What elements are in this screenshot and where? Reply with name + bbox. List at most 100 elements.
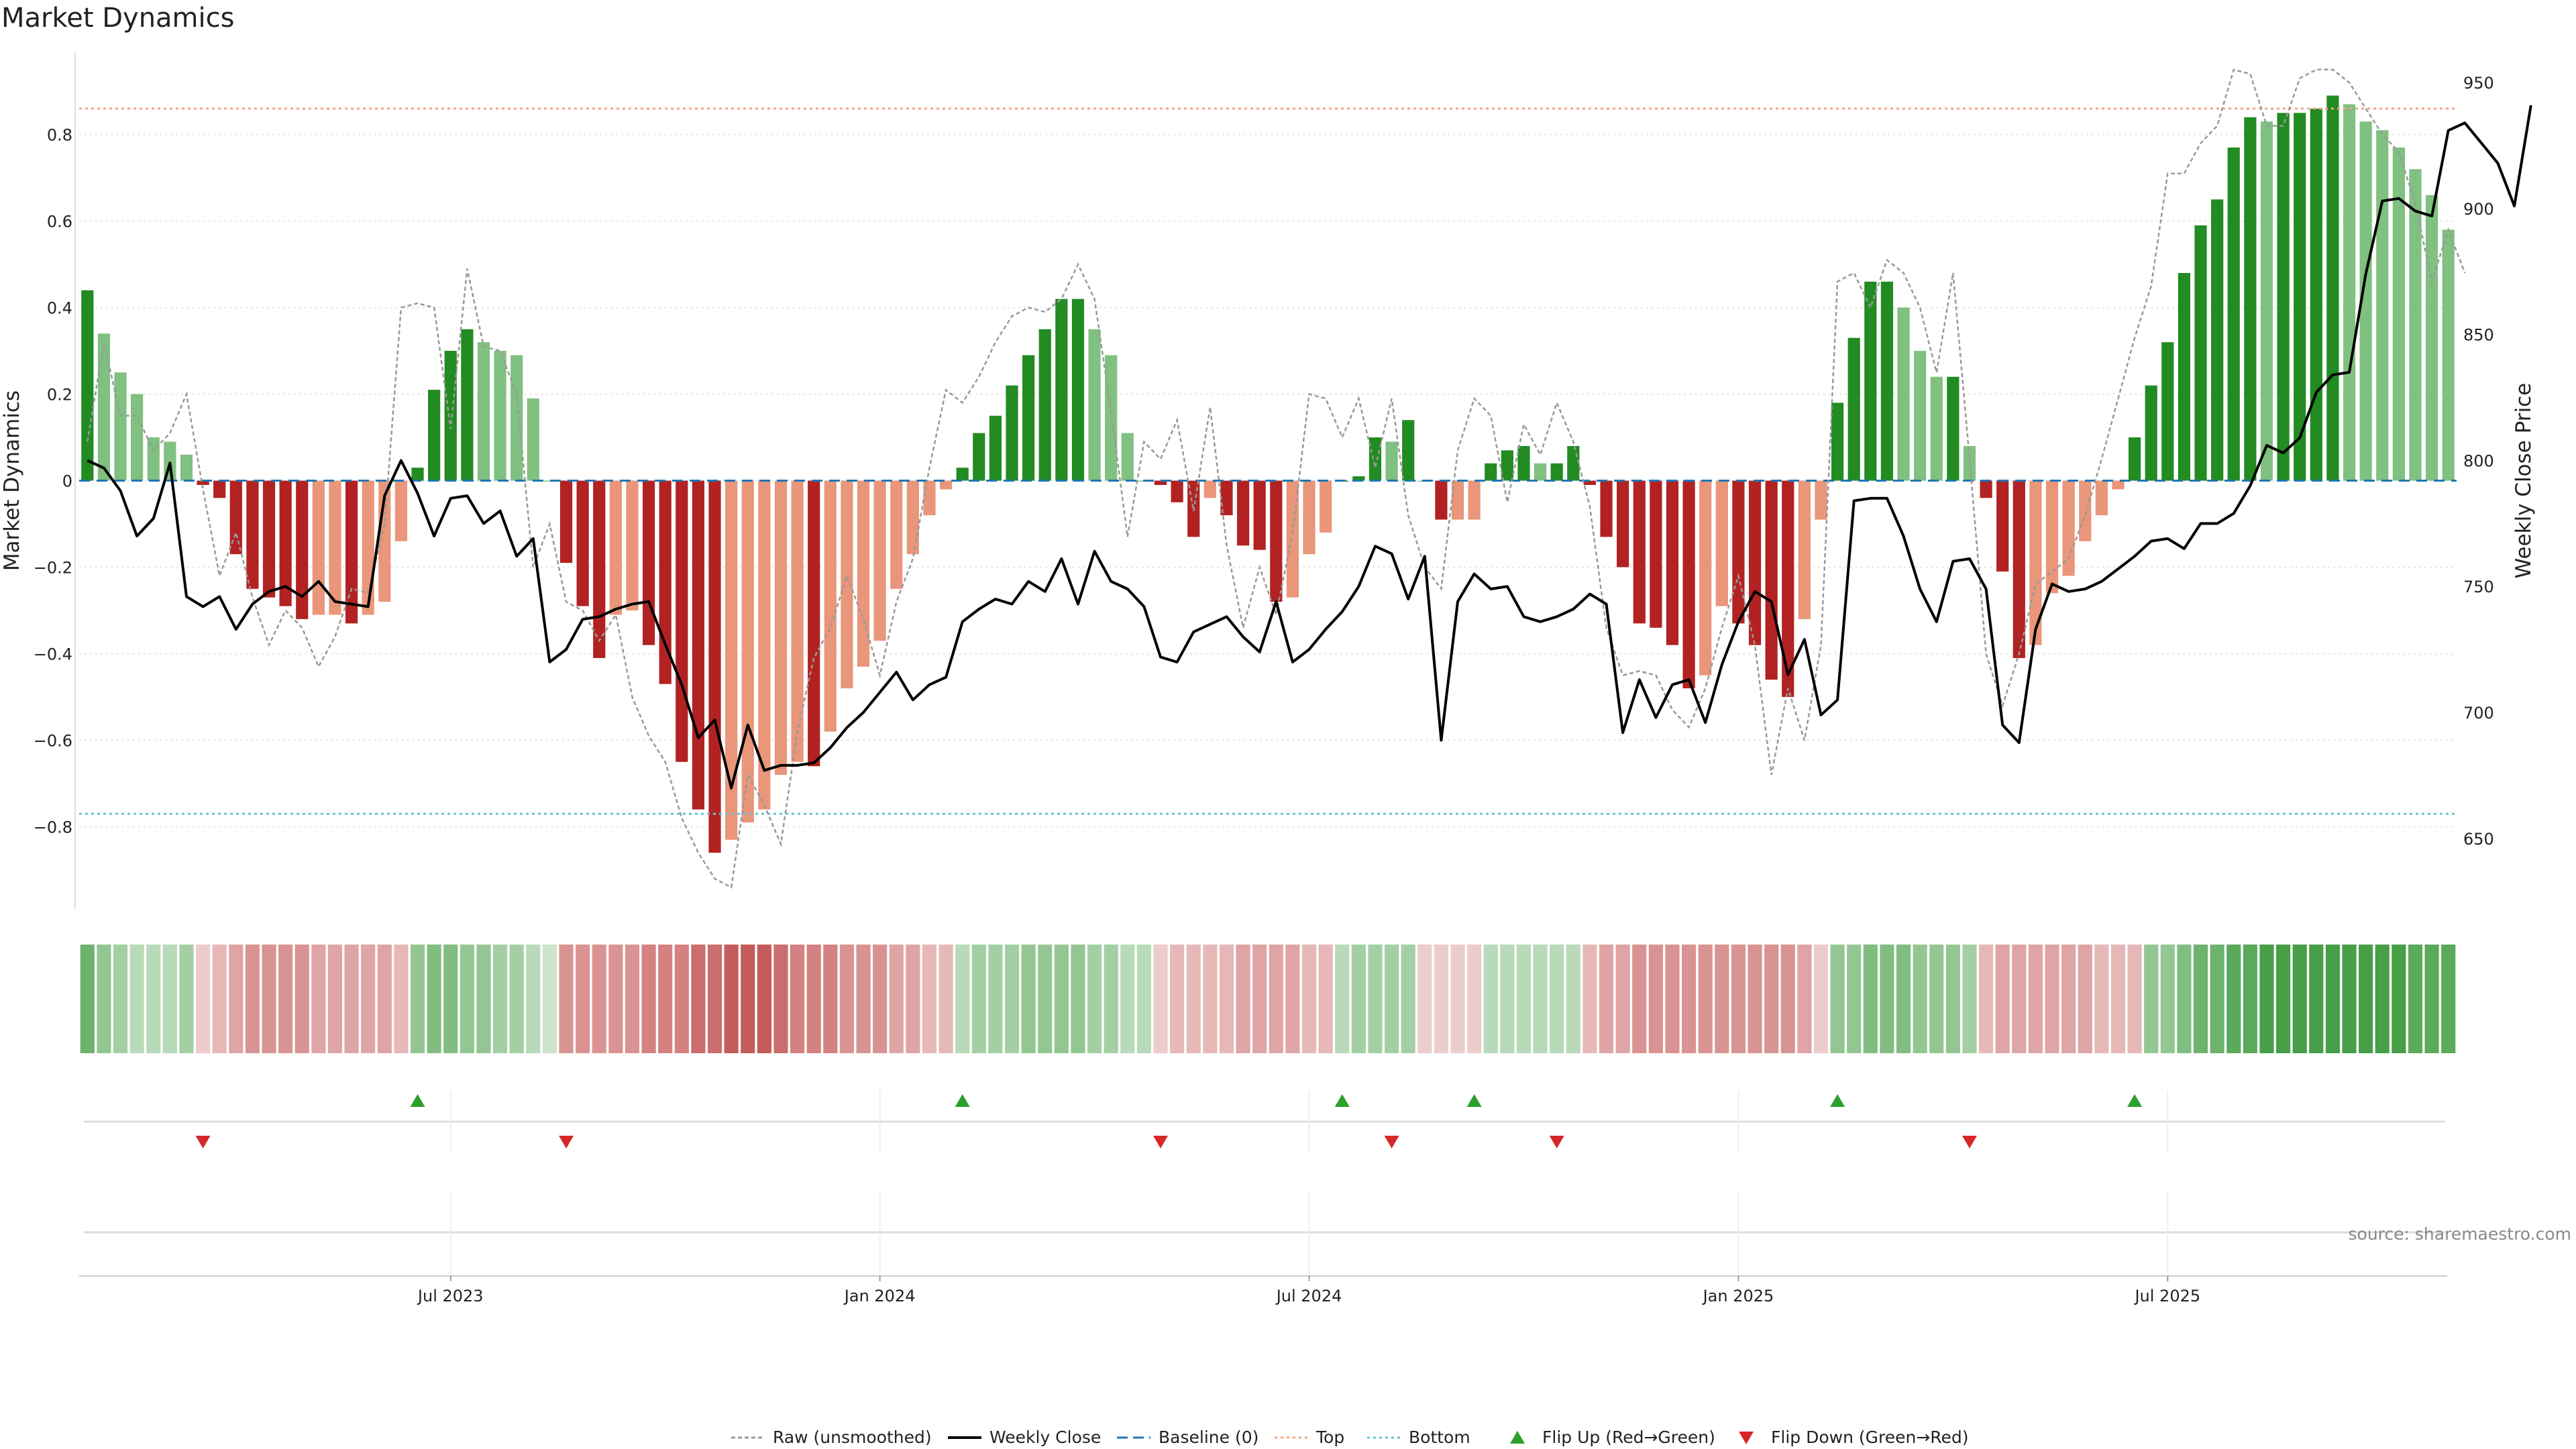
dynamics-bar <box>857 480 870 667</box>
heat-strip-cell <box>823 945 838 1053</box>
heat-strip-cell <box>1913 945 1927 1053</box>
heat-strip-cell <box>1170 945 1185 1053</box>
heat-strip-cell <box>1038 945 1053 1053</box>
legend-item-raw: Raw (unsmoothed) <box>731 1428 932 1447</box>
dynamics-bar <box>2376 130 2389 481</box>
x-axis: Jul 2023 Jan 2024 Jul 2024 Jan 2025 Jul 2025 <box>79 1090 2447 1305</box>
heat-strip-cell <box>542 945 557 1053</box>
heat-strip-cell <box>757 945 771 1053</box>
dynamics-bar <box>329 480 341 615</box>
dynamics-bar <box>2442 229 2455 481</box>
dynamics-bar <box>1930 376 1943 481</box>
legend-label: Flip Up (Red→Green) <box>1542 1428 1715 1447</box>
dynamics-bar <box>1897 307 1910 481</box>
heat-strip-cell <box>971 945 986 1053</box>
dynamics-bar <box>296 480 309 619</box>
dynamics-bar <box>1121 433 1134 481</box>
heat-strip-cell <box>1813 945 1829 1053</box>
heat-strip-cell <box>113 945 128 1053</box>
heat-strip-cell <box>146 945 161 1053</box>
dynamics-bar <box>642 480 655 645</box>
dynamics-bar <box>2326 95 2339 481</box>
left-tick-label: −0.8 <box>34 818 72 837</box>
dynamics-bar <box>2095 480 2108 516</box>
heat-strip-cell <box>1615 945 1630 1053</box>
flip-down-marker <box>1384 1136 1399 1148</box>
dynamics-bar <box>559 480 573 564</box>
heat-strip-cell <box>361 945 376 1053</box>
dynamics-bar <box>890 480 903 589</box>
legend-item-bottom: Bottom <box>1367 1428 1470 1447</box>
heat-strip-cell <box>724 945 739 1053</box>
chart-title: Market Dynamics <box>1 3 234 34</box>
heat-strip-cell <box>196 945 211 1053</box>
dynamics-bar <box>428 390 441 481</box>
dynamics-bar <box>1880 281 1894 481</box>
right-tick-label: 950 <box>2463 74 2494 93</box>
heat-strip <box>80 945 2456 1053</box>
dynamics-bar <box>939 480 953 490</box>
dynamics-bar <box>461 329 474 481</box>
dynamics-bar <box>2425 195 2438 481</box>
dynamics-bar <box>1468 480 1481 520</box>
dynamics-bar <box>676 480 688 762</box>
dynamics-bar <box>1203 480 1216 498</box>
heat-strip-cell <box>509 945 524 1053</box>
legend-label: Flip Down (Green→Red) <box>1771 1428 1969 1447</box>
dynamics-bar <box>81 290 94 481</box>
dynamics-bar <box>1171 480 1183 502</box>
heat-strip-cell <box>344 945 359 1053</box>
dynamics-bars <box>81 95 2455 853</box>
dynamics-bar <box>906 480 919 555</box>
heat-strip-cell <box>1979 945 1994 1053</box>
dynamics-bar <box>1815 480 1827 520</box>
dynamics-bar <box>1038 329 1051 481</box>
dynamics-bar <box>1847 337 1860 481</box>
heat-strip-cell <box>1748 945 1762 1053</box>
legend: Raw (unsmoothed) Weekly Close Baseline (0)… <box>731 1428 1969 1447</box>
dynamics-bar <box>1501 450 1513 481</box>
x-tick-label: Jul 2025 <box>2133 1287 2200 1305</box>
dynamics-bar <box>1088 329 1101 481</box>
heat-strip-cell <box>162 945 177 1053</box>
dynamics-bar <box>494 351 506 481</box>
heat-strip-cell <box>1847 945 1862 1053</box>
dynamics-bar <box>956 468 969 481</box>
heat-strip-cell <box>2408 945 2423 1053</box>
legend-label: Weekly Close <box>989 1428 1101 1447</box>
heat-strip-cell <box>2078 945 2092 1053</box>
heat-strip-cell <box>410 945 425 1053</box>
heat-strip-cell <box>1797 945 1812 1053</box>
weekly-close-line <box>87 105 2532 790</box>
dynamics-bar <box>97 333 111 481</box>
heat-strip-cell <box>741 945 755 1053</box>
dynamics-bar <box>1996 480 2009 572</box>
heat-strip-cell <box>1995 945 2010 1053</box>
heat-strip-cell <box>938 945 953 1053</box>
heat-strip-cell <box>1929 945 1944 1053</box>
dynamics-bar <box>1451 480 1464 520</box>
axes: −0.8 −0.6 −0.4 −0.2 0 0.2 0.4 0.6 0.8 650 700 750 80… <box>0 52 2536 909</box>
heat-strip-cell <box>1566 945 1580 1053</box>
heat-strip-cell <box>1500 945 1515 1053</box>
dynamics-bar <box>2145 385 2157 481</box>
heat-strip-cell <box>311 945 326 1053</box>
dynamics-bar <box>1485 463 1497 481</box>
heat-strip-cell <box>294 945 309 1053</box>
heat-strip-cell <box>658 945 673 1053</box>
heat-strip-cell <box>2243 945 2257 1053</box>
dynamics-bar <box>758 480 771 810</box>
right-tick-label: 800 <box>2463 451 2494 470</box>
dynamics-bar <box>1748 480 1762 645</box>
heat-strip-cell <box>1071 945 1085 1053</box>
dynamics-bar <box>1435 480 1448 520</box>
right-axis-title: Weekly Close Price <box>2512 383 2536 579</box>
heat-strip-cell <box>806 945 821 1053</box>
heat-strip-cell <box>1483 945 1498 1053</box>
x-tick-label: Jul 2024 <box>1275 1287 1342 1305</box>
heat-strip-cell <box>1698 945 1713 1053</box>
heat-strip-cell <box>1780 945 1795 1053</box>
left-tick-label: −0.6 <box>34 731 72 750</box>
flip-up-marker <box>410 1094 425 1107</box>
